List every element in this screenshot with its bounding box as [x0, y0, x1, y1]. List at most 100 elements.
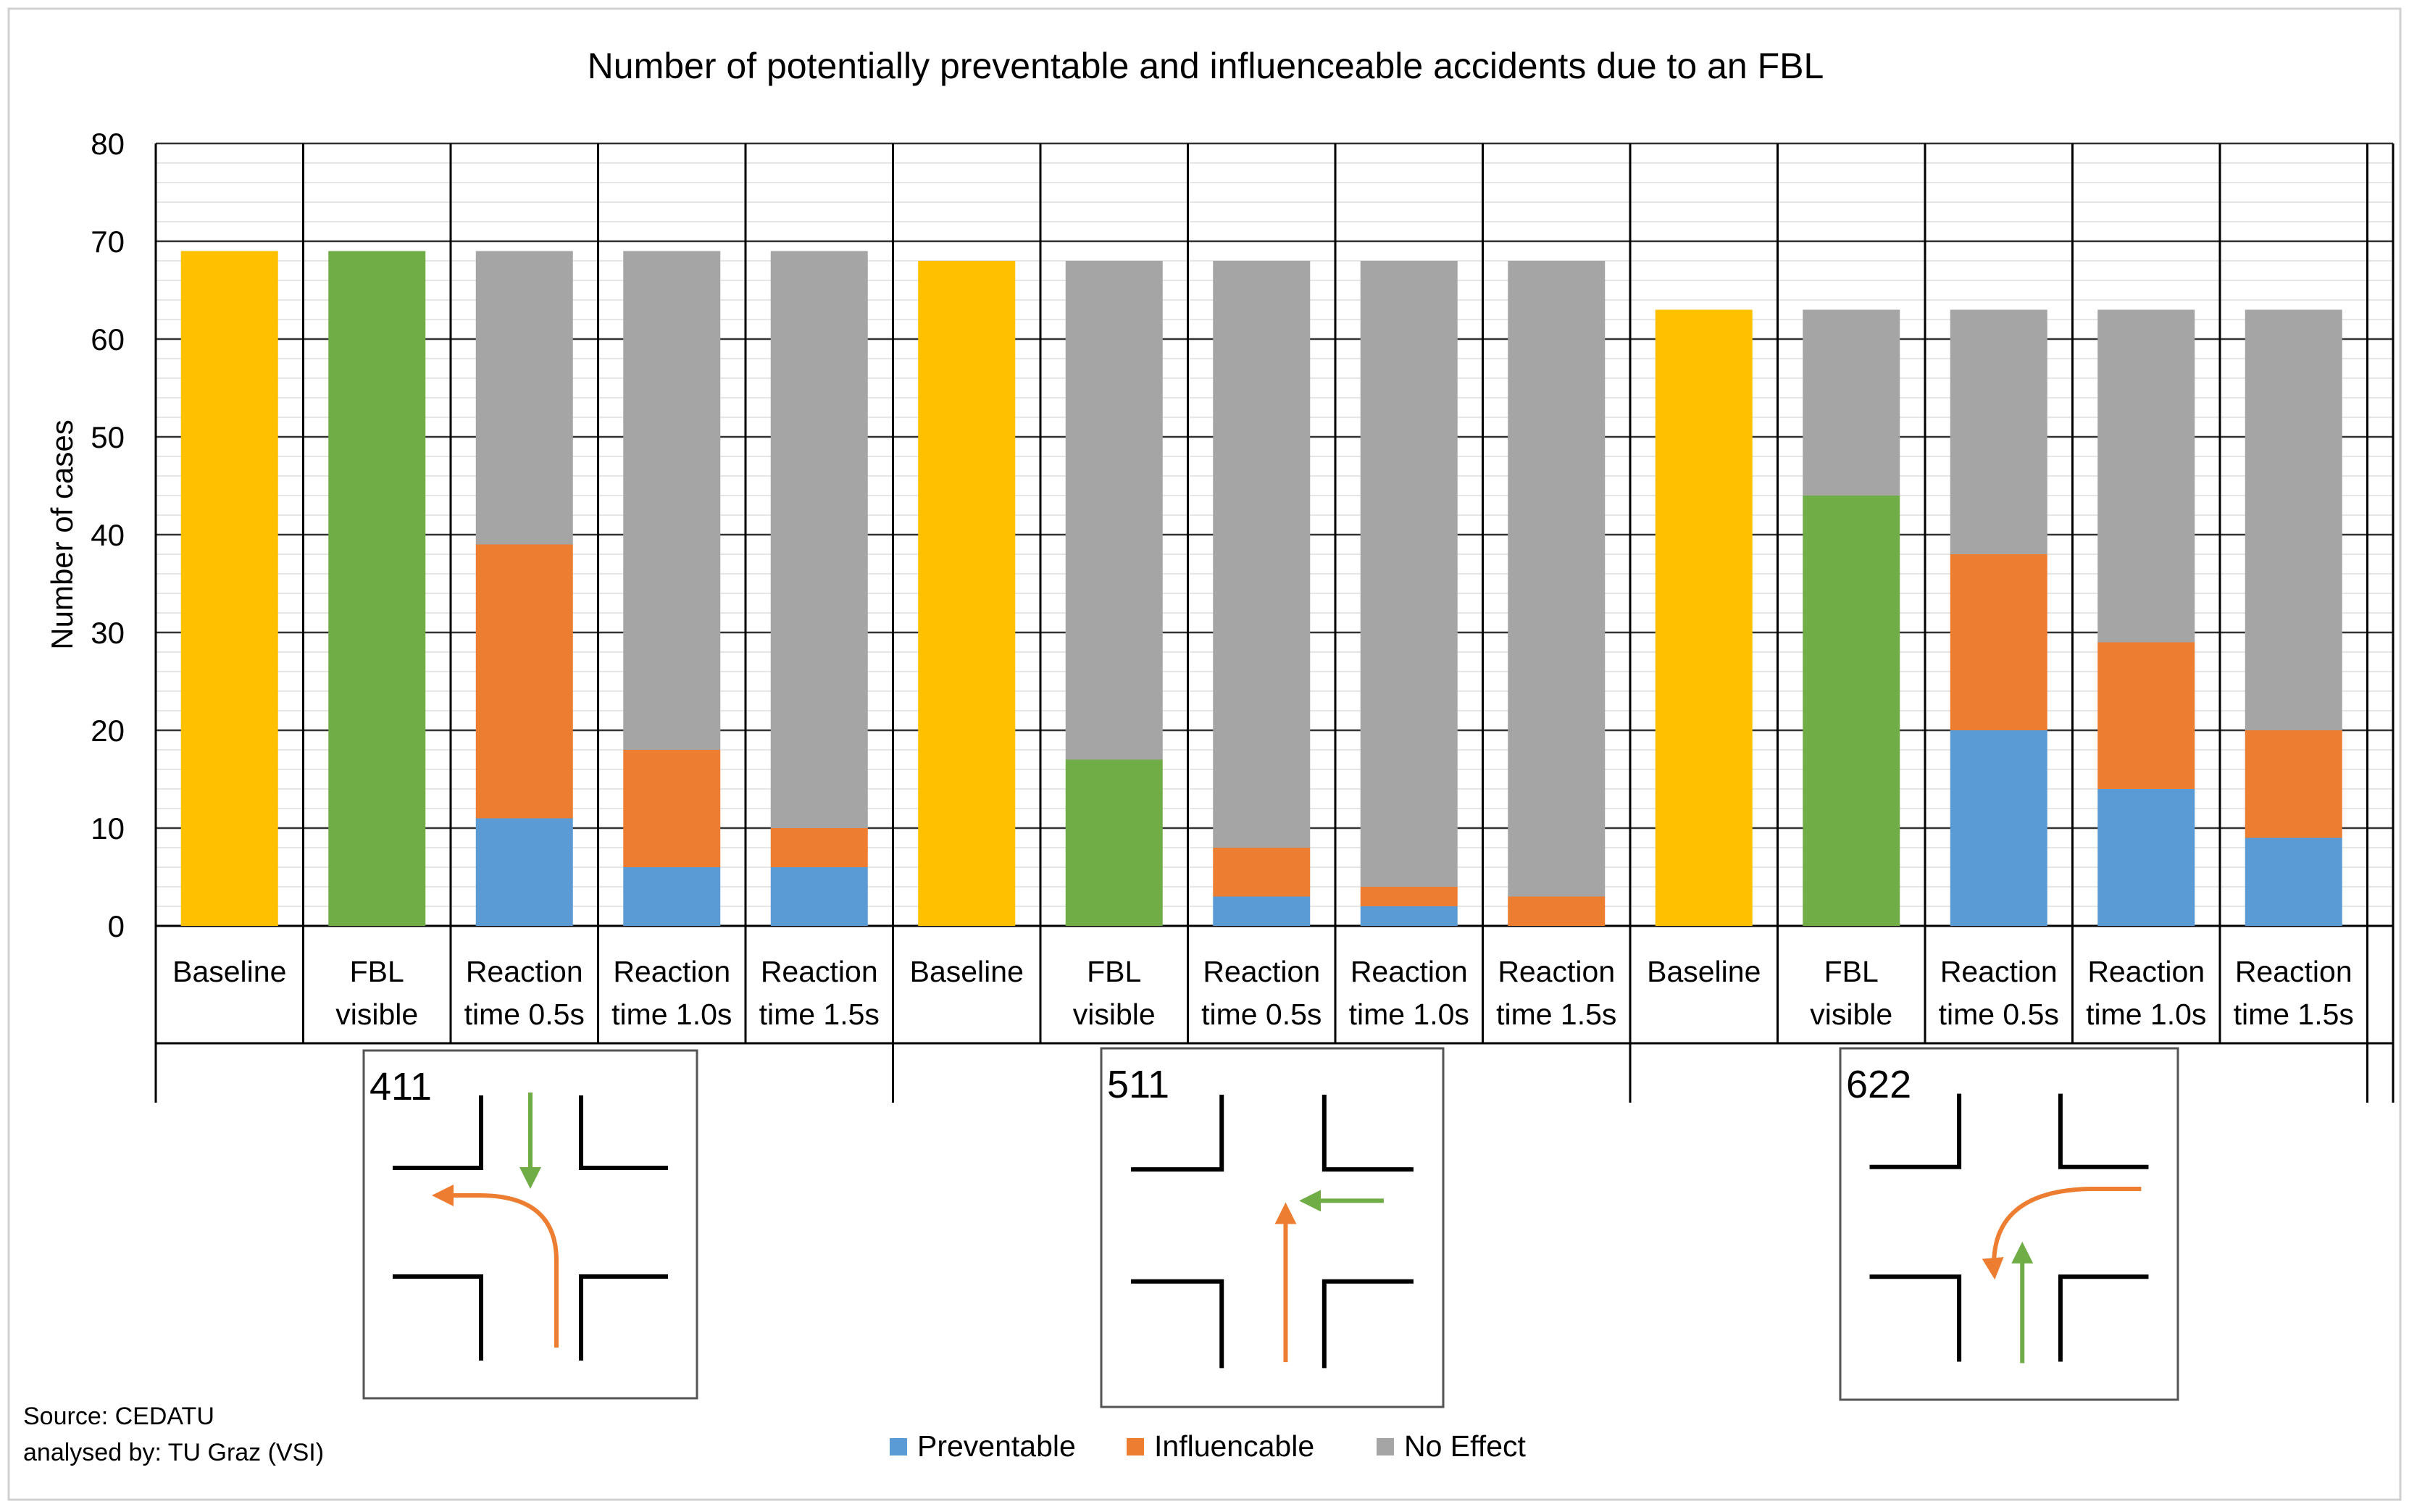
road-corner: [579, 1095, 668, 1170]
bar-segment-fbl-visible-511-2: [1065, 759, 1163, 926]
bar-segment-influencable-511-3: [1213, 848, 1311, 897]
x-tick-label: time 1.5s: [1496, 998, 1616, 1031]
x-tick-label: Reaction: [1940, 955, 2058, 988]
y-tick-label: 20: [91, 714, 125, 748]
y-tick-label: 50: [91, 420, 125, 454]
road-corner: [579, 1274, 668, 1361]
road-corner: [2058, 1274, 2149, 1362]
y-axis-label: Number of cases: [45, 419, 79, 649]
bar-segment-preventable-511-4: [1360, 906, 1458, 926]
x-tick-label: Reaction: [613, 955, 730, 988]
bar-segment-influencable-411-4: [623, 750, 721, 867]
bar-segment-influencable-511-4: [1360, 887, 1458, 906]
orange-vehicle-arrow: [1982, 1187, 2142, 1280]
x-tick-label: Baseline: [910, 955, 1024, 988]
bar-segment-preventable-411-3: [475, 818, 573, 926]
diagram-box: [1100, 1047, 1445, 1408]
bar-segment-no-effect-411-4: [623, 251, 721, 750]
road-corner: [1322, 1094, 1414, 1172]
bar-segment-no-effect-622-3: [1950, 309, 2047, 554]
x-tick-label: time 0.5s: [1939, 998, 2059, 1031]
y-tick-label: 0: [108, 909, 125, 943]
diagram-scenario-label: 511: [1107, 1063, 1169, 1106]
x-tick-label: visible: [1810, 998, 1892, 1031]
intersection-diagram-411: 411: [362, 1049, 698, 1400]
bar-segment-no-effect-411-3: [475, 251, 573, 545]
x-tick-label: time 1.0s: [611, 998, 732, 1031]
x-tick-label: FBL: [1087, 955, 1141, 988]
legend-swatch-no-effect: [1377, 1438, 1394, 1455]
road-corner: [393, 1274, 483, 1361]
y-tick-label: 30: [91, 616, 125, 650]
bar-segment-baseline-622-1: [1655, 309, 1753, 926]
bar-segment-no-effect-622-4: [2097, 309, 2195, 643]
bar-segment-fbl-visible-411-2: [328, 251, 426, 926]
legend-label-preventable: Preventable: [917, 1429, 1076, 1463]
intersection-diagram-511: 511: [1100, 1047, 1445, 1408]
bar-segment-preventable-622-5: [2245, 838, 2342, 926]
bar-segment-no-effect-622-2: [1803, 309, 1900, 496]
x-tick-label: Reaction: [1498, 955, 1615, 988]
y-tick-label: 60: [91, 322, 125, 356]
x-tick-label: time 0.5s: [464, 998, 585, 1031]
y-tick-label: 40: [91, 518, 125, 552]
road-corner: [1131, 1094, 1224, 1172]
x-tick-label: time 1.0s: [1349, 998, 1469, 1031]
diagram-scenario-label: 411: [370, 1065, 432, 1108]
x-tick-label: Reaction: [2087, 955, 2205, 988]
legend-label-influencable: Influencable: [1154, 1429, 1314, 1463]
bar-segment-no-effect-622-5: [2245, 309, 2342, 730]
diagram-box: [1839, 1047, 2179, 1401]
bar-segment-no-effect-511-4: [1360, 261, 1458, 887]
bar-segment-influencable-511-5: [1508, 896, 1606, 926]
x-tick-label: time 0.5s: [1201, 998, 1322, 1031]
y-tick-label: 70: [91, 225, 125, 259]
source-note: Source: CEDATU: [23, 1403, 214, 1430]
x-tick-label: FBL: [350, 955, 404, 988]
bar-segment-influencable-622-5: [2245, 730, 2342, 838]
bar-segment-baseline-511-1: [918, 261, 1016, 926]
bar-segment-preventable-411-4: [623, 867, 721, 926]
legend-swatch-preventable: [890, 1438, 907, 1455]
bar-segment-influencable-622-4: [2097, 642, 2195, 789]
x-tick-label: time 1.0s: [2086, 998, 2206, 1031]
diagram-scenario-label: 622: [1846, 1063, 1911, 1106]
x-tick-label: visible: [335, 998, 418, 1031]
bar-segment-influencable-411-5: [770, 828, 868, 867]
bar-segment-no-effect-511-5: [1508, 261, 1606, 897]
analysis-note: analysed by: TU Graz (VSI): [23, 1439, 324, 1466]
bar-segment-no-effect-511-3: [1213, 261, 1311, 848]
orange-vehicle-arrow: [432, 1185, 559, 1348]
bar-segment-fbl-visible-622-2: [1803, 496, 1900, 926]
bar-segment-no-effect-411-5: [770, 251, 868, 828]
road-corner: [1869, 1093, 1962, 1169]
road-corner: [1322, 1279, 1414, 1369]
bar-segment-preventable-622-3: [1950, 730, 2047, 926]
x-tick-label: time 1.5s: [759, 998, 880, 1031]
x-tick-label: Reaction: [1203, 955, 1320, 988]
bar-segment-influencable-622-3: [1950, 554, 2047, 730]
x-tick-label: time 1.5s: [2234, 998, 2354, 1031]
chart-title: Number of potentially preventable and in…: [588, 46, 1824, 86]
y-tick-label: 80: [91, 127, 125, 161]
x-tick-label: Reaction: [466, 955, 583, 988]
x-tick-label: Reaction: [1350, 955, 1468, 988]
x-tick-label: FBL: [1824, 955, 1879, 988]
bar-segment-influencable-411-3: [475, 544, 573, 819]
x-tick-label: Baseline: [1647, 955, 1761, 988]
x-tick-label: Baseline: [172, 955, 286, 988]
legend-label-no-effect: No Effect: [1404, 1429, 1526, 1463]
bar-segment-preventable-622-4: [2097, 789, 2195, 926]
x-tick-label: visible: [1073, 998, 1156, 1031]
x-tick-label: Reaction: [2235, 955, 2352, 988]
legend-swatch-influencable: [1127, 1438, 1144, 1455]
bar-segment-no-effect-511-2: [1065, 261, 1163, 760]
y-tick-label: 10: [91, 811, 125, 845]
road-corner: [1131, 1279, 1224, 1369]
bar-segment-preventable-411-5: [770, 867, 868, 926]
bar-segment-preventable-511-3: [1213, 896, 1311, 926]
road-corner: [393, 1095, 483, 1170]
bar-segment-baseline-411-1: [180, 251, 278, 926]
